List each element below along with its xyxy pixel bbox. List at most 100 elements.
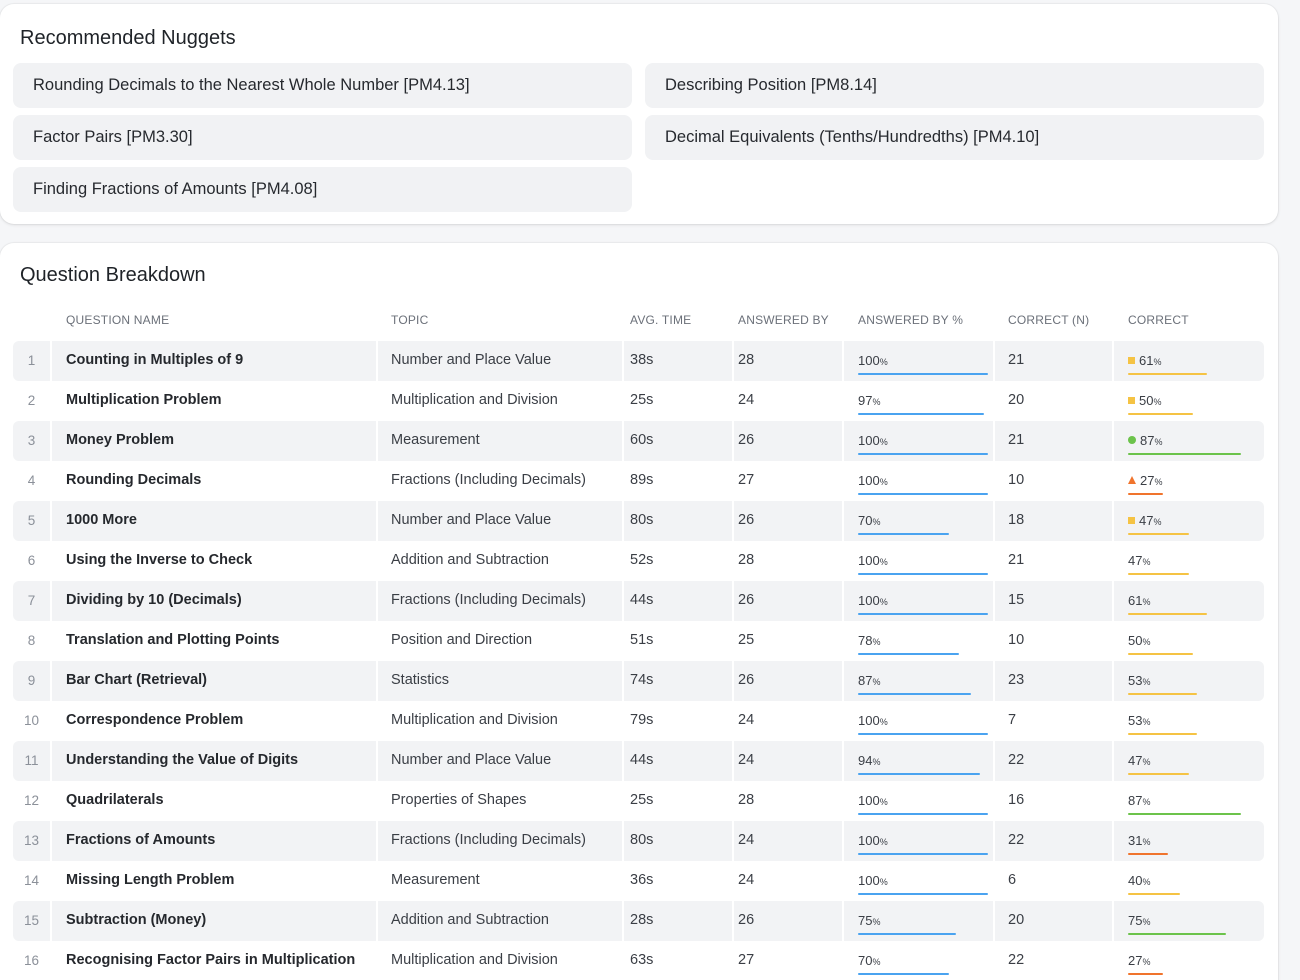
question-topic: Position and Direction	[391, 632, 533, 648]
answered-by-count: 24	[738, 712, 755, 728]
table-row[interactable]: 14 Missing Length Problem Measurement 36s 24…	[13, 861, 1264, 901]
answered-by-pct-cell: 100%	[844, 581, 993, 621]
answered-by-pct-cell: 100%	[844, 701, 993, 741]
answered-by-pct: 70%	[858, 513, 881, 528]
correct-pct: 40%	[1128, 873, 1151, 888]
nugget-card[interactable]: Rounding Decimals to the Nearest Whole N…	[13, 63, 632, 108]
answered-pct-bar	[858, 413, 984, 415]
nugget-card[interactable]: Describing Position [PM8.14]	[645, 63, 1264, 108]
header-avg-time[interactable]: AVG. TIME	[630, 313, 692, 327]
answered-by-pct-cell: 78%	[844, 621, 993, 661]
answered-by-pct-cell: 100%	[844, 421, 993, 461]
header-answered-by[interactable]: ANSWERED BY	[738, 313, 829, 327]
question-name: Money Problem	[52, 421, 376, 461]
correct-pct: 61%	[1128, 593, 1151, 608]
answered-pct-bar	[858, 693, 971, 695]
table-row[interactable]: 16 Recognising Factor Pairs in Multiplica…	[13, 941, 1264, 980]
correct-pct: 50%	[1128, 633, 1151, 648]
question-topic: Addition and Subtraction	[391, 552, 549, 568]
answered-by-count: 25	[738, 632, 755, 648]
header-correct[interactable]: CORRECT	[1128, 313, 1189, 327]
avg-time: 63s	[630, 952, 654, 968]
row-number: 13	[13, 821, 50, 861]
nugget-card[interactable]: Finding Fractions of Amounts [PM4.08]	[13, 167, 632, 212]
answered-by-pct: 70%	[858, 953, 881, 968]
correct-pct-cell: 40%	[1114, 861, 1264, 901]
correct-pct-cell: 75%	[1114, 901, 1264, 941]
table-row[interactable]: 9 Bar Chart (Retrieval) Statistics 74s 26 87%…	[13, 661, 1264, 701]
answered-by-pct-cell: 100%	[844, 861, 993, 901]
correct-pct-cell: 50%	[1114, 381, 1264, 421]
answered-pct-bar	[858, 453, 988, 455]
success-dot-icon	[1128, 436, 1136, 445]
correct-pct-bar	[1128, 613, 1207, 615]
avg-time: 51s	[630, 632, 654, 648]
question-name: Fractions of Amounts	[52, 821, 376, 861]
question-name: Subtraction (Money)	[52, 901, 376, 941]
correct-count: 22	[995, 821, 1112, 861]
correct-pct-cell: 53%	[1114, 661, 1264, 701]
header-correct-n[interactable]: CORRECT (N)	[1008, 313, 1090, 327]
answered-by-pct: 75%	[858, 913, 881, 928]
avg-time: 60s	[624, 421, 732, 461]
nugget-card[interactable]: Factor Pairs [PM3.30]	[13, 115, 632, 160]
row-number: 9	[13, 661, 50, 701]
nugget-card[interactable]: Decimal Equivalents (Tenths/Hundredths) …	[645, 115, 1264, 160]
answered-by-pct-cell: 100%	[844, 541, 993, 581]
answered-by-pct: 100%	[858, 873, 888, 888]
question-topic: Multiplication and Division	[391, 952, 558, 968]
answered-by-pct: 94%	[858, 753, 881, 768]
correct-pct: 31%	[1128, 833, 1151, 848]
correct-pct: 50%	[1139, 393, 1162, 408]
correct-pct-bar	[1128, 653, 1193, 655]
correct-pct-cell: 27%	[1114, 461, 1264, 501]
avg-time: 25s	[630, 392, 654, 408]
header-topic[interactable]: TOPIC	[391, 313, 429, 327]
table-row[interactable]: 10 Correspondence Problem Multiplication a…	[13, 701, 1264, 741]
question-topic: Number and Place Value	[378, 741, 622, 781]
correct-count: 23	[995, 661, 1112, 701]
table-row[interactable]: 8 Translation and Plotting Points Position…	[13, 621, 1264, 661]
correct-pct-cell: 87%	[1114, 421, 1264, 461]
table-row[interactable]: 15 Subtraction (Money) Addition and Subtra…	[13, 901, 1264, 941]
correct-pct: 61%	[1139, 353, 1162, 368]
header-answered-by-pct[interactable]: ANSWERED BY %	[858, 313, 964, 327]
table-header: QUESTION NAME TOPIC AVG. TIME ANSWERED B…	[13, 313, 1264, 329]
question-name: Missing Length Problem	[66, 872, 235, 888]
answered-pct-bar	[858, 853, 988, 855]
answered-by-count: 24	[738, 392, 755, 408]
table-row[interactable]: 12 Quadrilaterals Properties of Shapes 25s 2…	[13, 781, 1264, 821]
table-row[interactable]: 5 1000 More Number and Place Value 80s 26 70%…	[13, 501, 1264, 541]
correct-count: 7	[1008, 712, 1017, 728]
row-number: 6	[27, 553, 36, 568]
row-number: 16	[23, 953, 40, 968]
correct-pct-cell: 27%	[1114, 941, 1264, 980]
question-name: 1000 More	[52, 501, 376, 541]
table-row[interactable]: 2 Multiplication Problem Multiplication an…	[13, 381, 1264, 421]
row-number: 4	[27, 473, 36, 488]
avg-time: 36s	[630, 872, 654, 888]
table-row[interactable]: 13 Fractions of Amounts Fractions (Includi…	[13, 821, 1264, 861]
header-question-name[interactable]: QUESTION NAME	[66, 313, 170, 327]
table-row[interactable]: 7 Dividing by 10 (Decimals) Fractions (Inc…	[13, 581, 1264, 621]
table-row[interactable]: 11 Understanding the Value of Digits Numbe…	[13, 741, 1264, 781]
question-name: Counting in Multiples of 9	[52, 341, 376, 381]
table-row[interactable]: 4 Rounding Decimals Fractions (Including D…	[13, 461, 1264, 501]
answered-by-count: 24	[734, 741, 842, 781]
table-row[interactable]: 6 Using the Inverse to Check Addition and …	[13, 541, 1264, 581]
correct-pct-cell: 61%	[1114, 581, 1264, 621]
answered-pct-bar	[858, 373, 988, 375]
answered-by-count: 24	[738, 872, 755, 888]
avg-time: 74s	[624, 661, 732, 701]
correct-pct-bar	[1128, 413, 1193, 415]
answered-by-count: 27	[738, 952, 755, 968]
answered-pct-bar	[858, 893, 988, 895]
correct-pct-cell: 31%	[1114, 821, 1264, 861]
table-row[interactable]: 3 Money Problem Measurement 60s 26 100% 21 87%	[13, 421, 1264, 461]
question-topic: Statistics	[378, 661, 622, 701]
answered-by-pct: 97%	[858, 393, 881, 408]
avg-time: 44s	[624, 581, 732, 621]
table-row[interactable]: 1 Counting in Multiples of 9 Number and Pl…	[13, 341, 1264, 381]
correct-count: 20	[995, 901, 1112, 941]
answered-by-pct: 100%	[858, 433, 888, 448]
